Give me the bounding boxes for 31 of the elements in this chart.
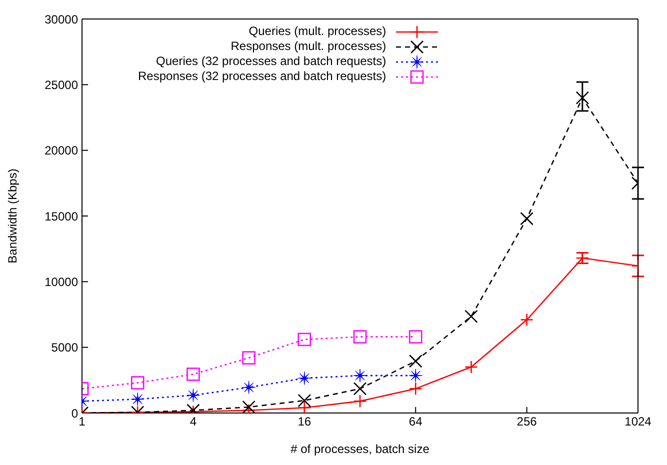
- point: [186, 368, 200, 381]
- legend-label: Responses (mult. processes): [230, 39, 386, 54]
- legend-label: Queries (32 processes and batch requests): [156, 54, 386, 69]
- y-tick-label: 15000: [44, 209, 78, 224]
- y-tick-label: 0: [71, 406, 78, 420]
- point: [408, 368, 422, 382]
- y-tick-label: 10000: [44, 274, 78, 289]
- point: [298, 371, 312, 385]
- point: [130, 376, 144, 390]
- x-tick-label: 4: [190, 414, 197, 429]
- y-axis-title: Bandwidth (Kbps): [5, 168, 20, 264]
- point: [186, 388, 200, 402]
- x-tick-label: 1: [78, 414, 86, 429]
- x-tick-label: 16: [298, 414, 312, 429]
- point: [242, 380, 256, 394]
- y-tick-label: 5000: [51, 340, 78, 355]
- y-tick-label: 20000: [44, 144, 78, 158]
- point: [353, 330, 367, 344]
- point: [408, 330, 422, 344]
- x-tick-label: 64: [408, 414, 423, 429]
- point: [242, 351, 256, 364]
- legend-label: Queries (mult. processes): [248, 24, 386, 39]
- x-axis-title: # of processes, batch size: [290, 442, 430, 456]
- point: [298, 332, 312, 346]
- y-tick-label: 30000: [44, 12, 78, 26]
- x-tick-label: 1024: [624, 414, 652, 429]
- legend-label: Responses (32 processes and batch requests): [138, 69, 386, 84]
- point: [130, 392, 144, 406]
- point: [353, 368, 367, 382]
- y-tick-label: 25000: [44, 78, 78, 92]
- x-tick-label: 256: [516, 414, 538, 429]
